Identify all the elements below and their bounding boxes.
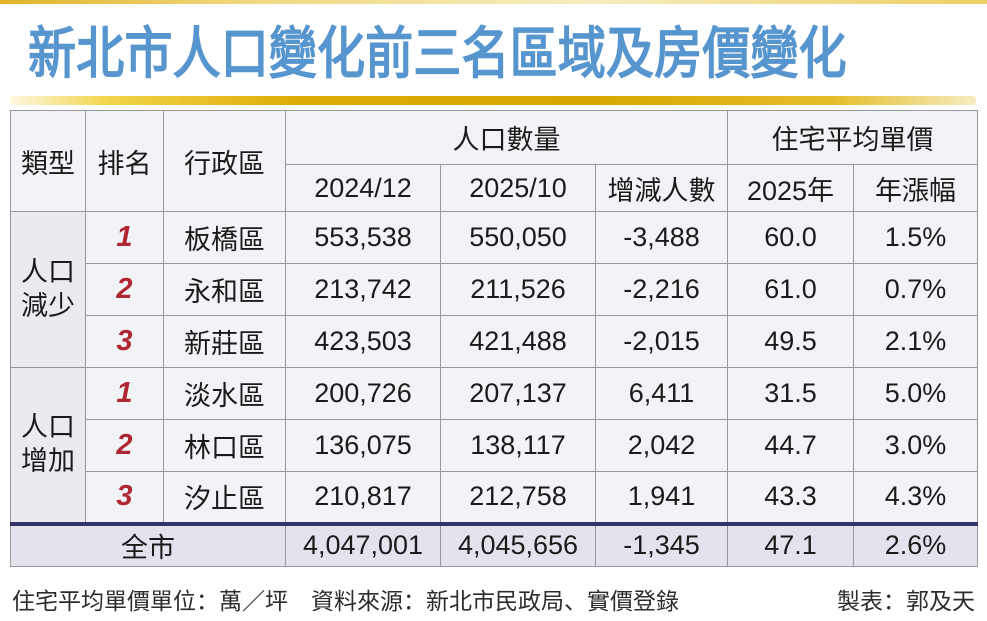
- price-value: 49.5: [727, 315, 855, 368]
- rank-value: 2: [85, 419, 164, 472]
- table-row-citywide-total: 全市 4,047,001 4,045,656 -1,345 47.1 2.6%: [10, 521, 979, 567]
- pop-2025-value: 211,526: [440, 263, 596, 316]
- price-value: 43.3: [727, 471, 855, 524]
- rank-value: 1: [85, 367, 164, 420]
- col-header-growth: 年漲幅: [853, 164, 979, 212]
- pop-2025-value: 550,050: [440, 211, 596, 264]
- district-value: 淡水區: [163, 367, 286, 420]
- change-value: 1,941: [594, 471, 729, 524]
- pop-2025-value: 138,117: [440, 419, 596, 472]
- rank-value: 3: [85, 315, 164, 368]
- growth-value: 0.7%: [853, 263, 979, 316]
- table-row-increase-2: 2 林口區 136,075 138,117 2,042 44.7 3.0%: [11, 419, 979, 472]
- table-row-increase-1: 人口增加 1 淡水區 200,726 207,137 6,411 31.5 5.…: [10, 367, 979, 524]
- footer-credit: 製表：郭及天: [837, 588, 975, 614]
- growth-value: 3.0%: [853, 419, 979, 472]
- table-row-decrease-2: 2 永和區 213,742 211,526 -2,216 61.0 0.7%: [11, 263, 979, 316]
- col-header-population-group: 人口數量: [284, 110, 729, 165]
- pop-2024-value: 213,742: [285, 263, 441, 316]
- col-header-change: 增減人數: [594, 164, 729, 212]
- top-accent-line: [0, 0, 987, 4]
- header-row-sub: 2024/12 2025/10 增減人數 2025年 年漲幅: [11, 164, 979, 212]
- growth-value: 2.1%: [853, 315, 979, 368]
- col-header-district: 行政區: [163, 110, 286, 212]
- pop-2024-value: 136,075: [285, 419, 441, 472]
- rank-value: 3: [85, 471, 164, 524]
- pop-2024-value: 200,726: [285, 367, 441, 420]
- change-value: -3,488: [594, 211, 729, 264]
- growth-value: 4.3%: [853, 471, 979, 524]
- table-row-increase-3: 3 汐止區 210,817 212,758 1,941 43.3 4.3%: [11, 471, 979, 524]
- footer-note: 住宅平均單價單位：萬／坪 資料來源：新北市民政局、實價登錄: [12, 588, 679, 614]
- group-label-decrease: 人口減少: [10, 211, 86, 368]
- district-value: 永和區: [163, 263, 286, 316]
- price-value: 61.0: [727, 263, 855, 316]
- pop-2025-value: 212,758: [440, 471, 596, 524]
- page-title: 新北市人口變化前三名區域及房價變化: [28, 22, 847, 85]
- pop-2025-value: 207,137: [440, 367, 596, 420]
- total-growth-value: 2.6%: [853, 521, 979, 567]
- price-value: 60.0: [727, 211, 855, 264]
- col-header-2024-12: 2024/12: [285, 164, 441, 212]
- rank-value: 2: [85, 263, 164, 316]
- table-row-decrease-1: 人口減少 1 板橋區 553,538 550,050 -3,488 60.0 1…: [10, 211, 979, 368]
- pop-2024-value: 423,503: [285, 315, 441, 368]
- change-value: -2,216: [594, 263, 729, 316]
- change-value: -2,015: [594, 315, 729, 368]
- total-pop-2024-value: 4,047,001: [285, 521, 441, 567]
- col-header-2025-10: 2025/10: [440, 164, 596, 212]
- price-value: 31.5: [727, 367, 855, 420]
- footer: 住宅平均單價單位：萬／坪 資料來源：新北市民政局、實價登錄 製表：郭及天: [12, 582, 975, 616]
- col-header-rank: 排名: [85, 110, 164, 212]
- total-change-value: -1,345: [594, 521, 729, 567]
- growth-value: 1.5%: [853, 211, 979, 264]
- district-value: 新莊區: [163, 315, 286, 368]
- col-header-type: 類型: [10, 110, 86, 212]
- total-price-value: 47.1: [727, 521, 855, 567]
- col-header-price-2025: 2025年: [727, 164, 855, 212]
- title-underline: [10, 96, 976, 105]
- rank-value: 1: [85, 211, 164, 264]
- population-price-table: 類型 排名 行政區 人口數量 住宅平均單價 2024/12 2025/10 增減…: [10, 110, 979, 567]
- header-row-groups: 類型 排名 行政區 人口數量 住宅平均單價: [10, 110, 979, 212]
- price-value: 44.7: [727, 419, 855, 472]
- col-header-price-group: 住宅平均單價: [727, 110, 979, 165]
- district-value: 林口區: [163, 419, 286, 472]
- pop-2024-value: 553,538: [285, 211, 441, 264]
- pop-2024-value: 210,817: [285, 471, 441, 524]
- group-label-increase: 人口增加: [10, 367, 86, 524]
- pop-2025-value: 421,488: [440, 315, 596, 368]
- total-label: 全市: [10, 521, 286, 567]
- growth-value: 5.0%: [853, 367, 979, 420]
- table-row-decrease-3: 3 新莊區 423,503 421,488 -2,015 49.5 2.1%: [11, 315, 979, 368]
- change-value: 6,411: [594, 367, 729, 420]
- total-pop-2025-value: 4,045,656: [440, 521, 596, 567]
- change-value: 2,042: [594, 419, 729, 472]
- district-value: 汐止區: [163, 471, 286, 524]
- district-value: 板橋區: [163, 211, 286, 264]
